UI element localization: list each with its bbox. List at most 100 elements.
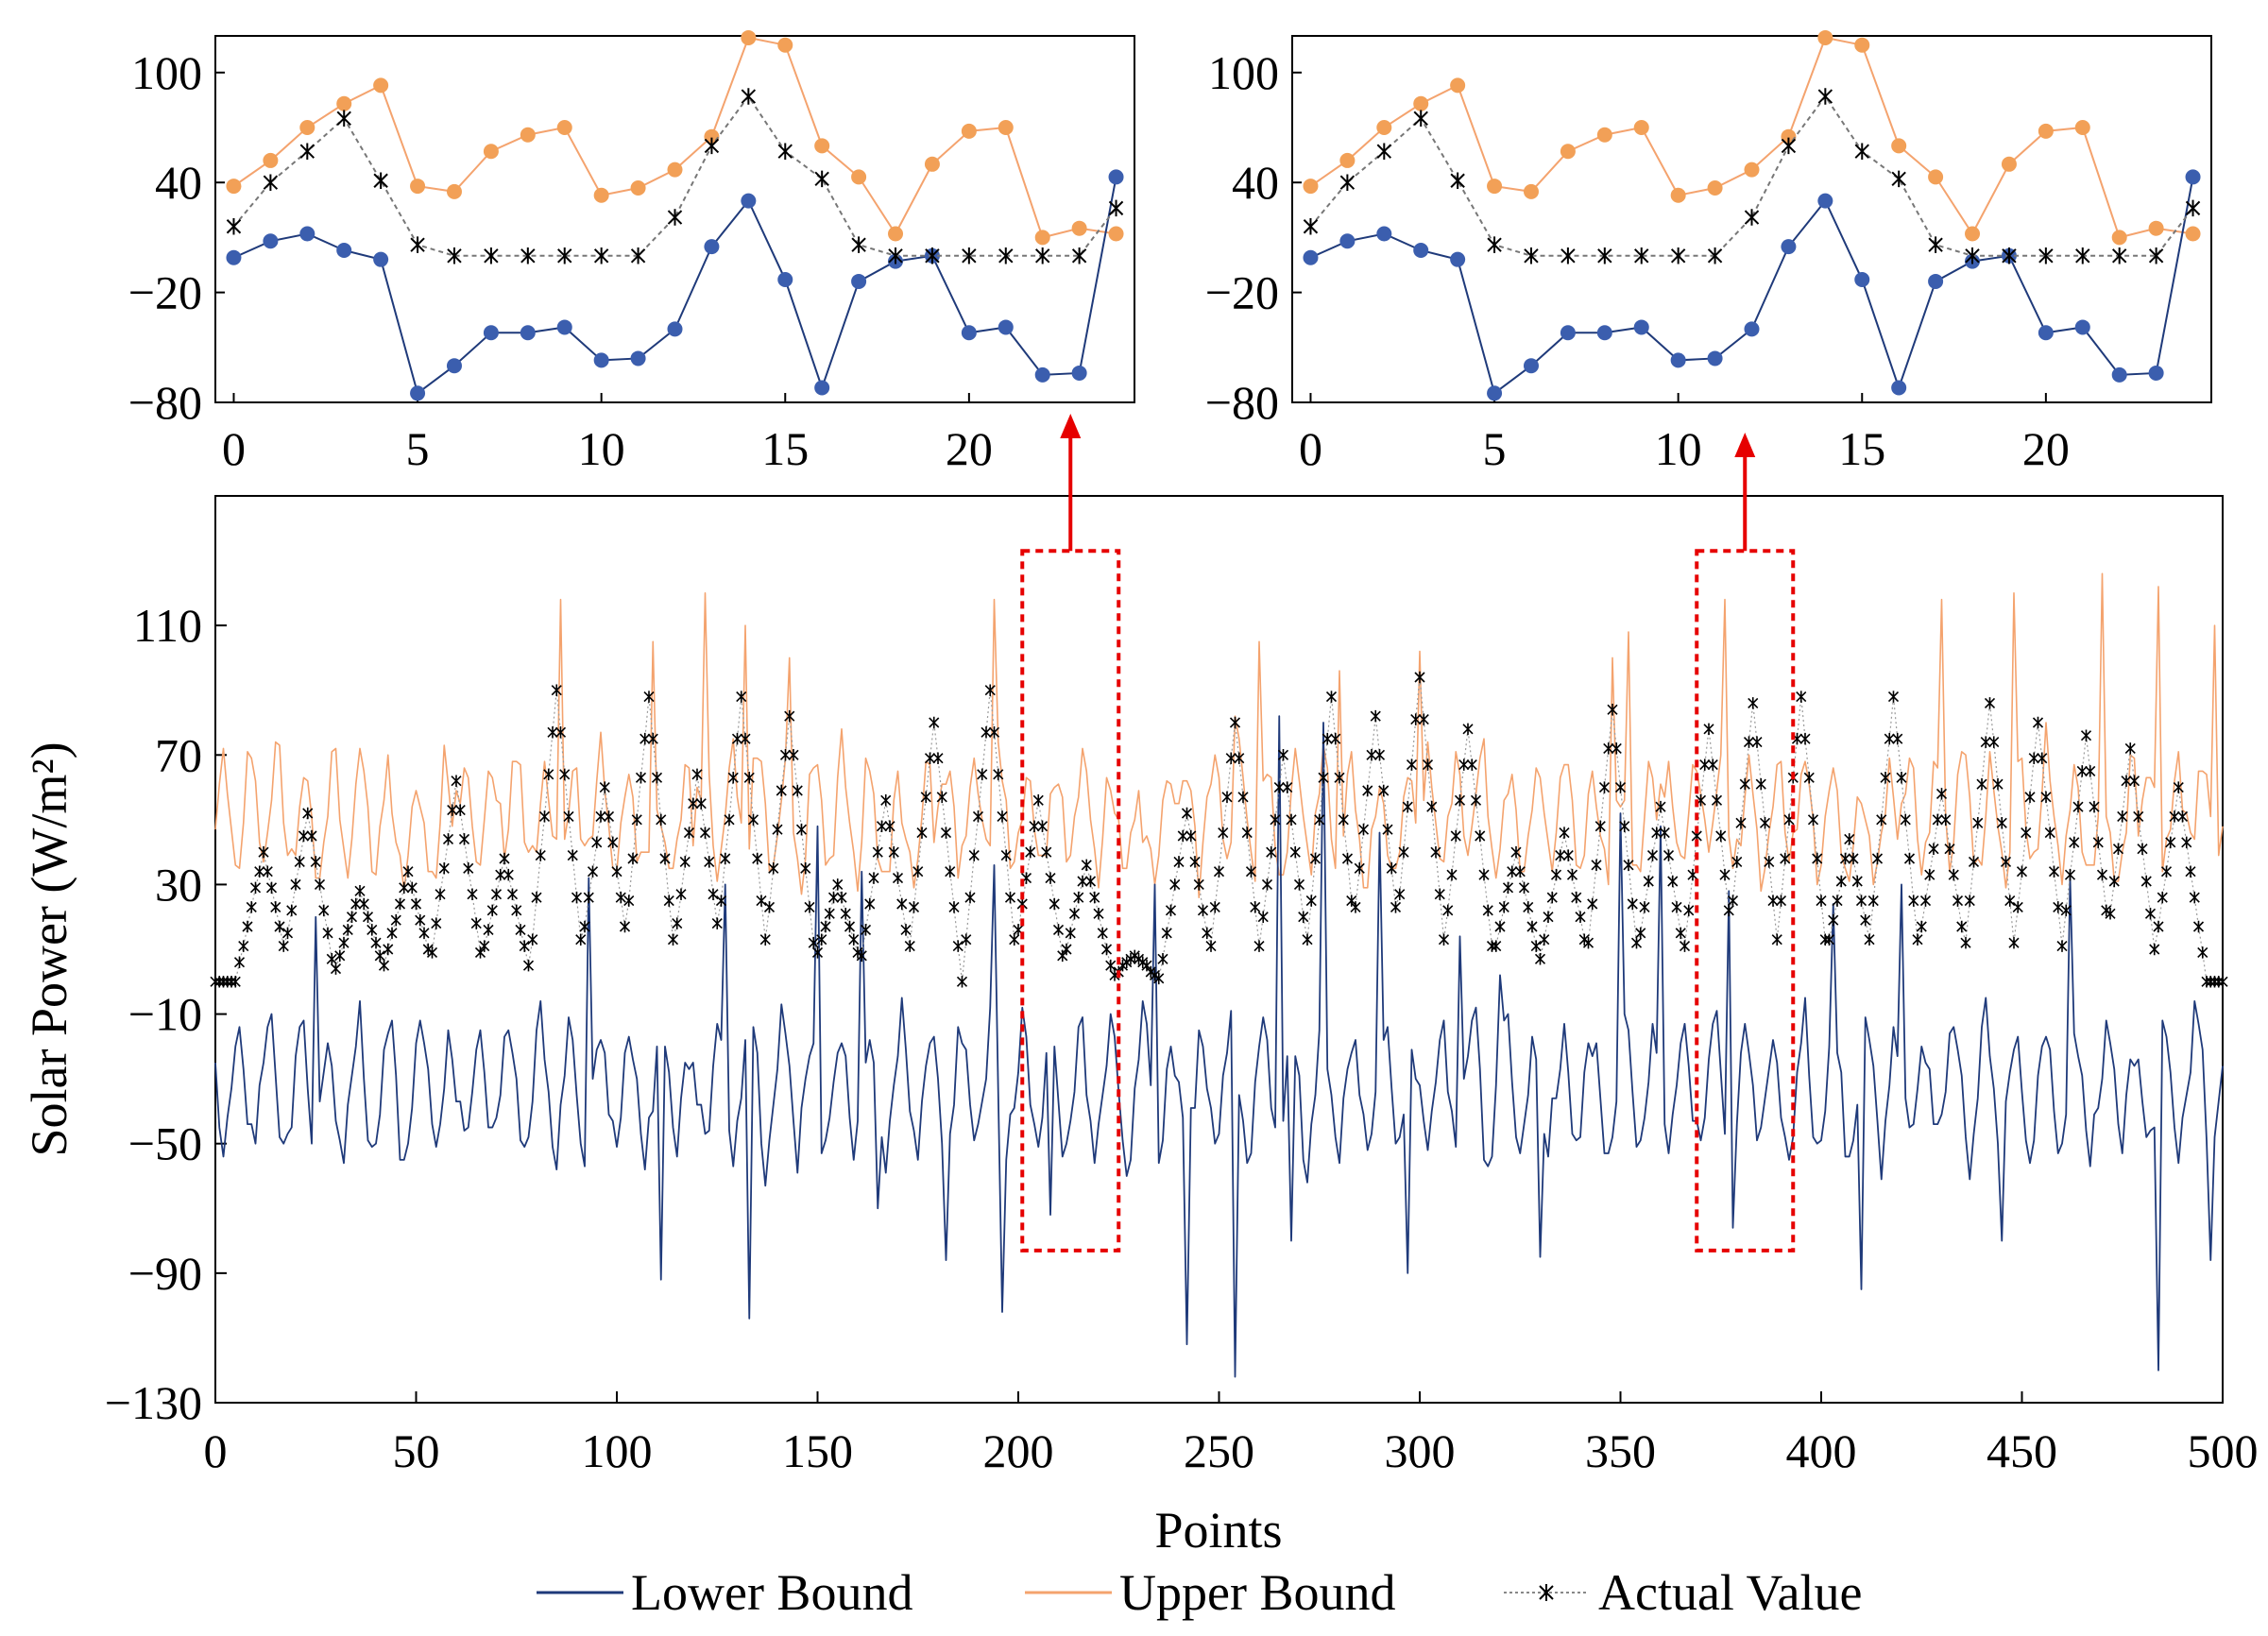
inset-actual-point [2075,247,2090,264]
inset-lower-point [1487,385,1503,401]
main-actual-point [591,836,603,849]
main-actual-point [1828,913,1839,927]
main-actual-point [1032,794,1044,807]
main-actual-point [1703,723,1714,736]
main-actual-point [1639,901,1650,913]
highlight-arrow-head [1734,433,1756,457]
legend-lower-label: Lower Bound [631,1564,912,1621]
main-actual-point [1892,732,1903,745]
main-actual-point [1731,856,1743,868]
main-actual-point [587,865,599,878]
main-actual-point [2032,716,2044,729]
inset-actual-point [1071,247,1087,264]
main-actual-point [1189,856,1201,868]
main-actual-point [2076,765,2088,777]
inset-xtick-label: 20 [2022,422,2070,475]
main-actual-point [383,943,394,956]
inset-xtick-label: 0 [1299,422,1322,475]
main-actual-point [659,852,671,865]
inset-xtick-label: 20 [946,422,993,475]
inset-actual-point [814,170,829,188]
main-actual-point [1607,704,1618,716]
main-actual-point [1884,732,1895,745]
inset-left-chart: 100 40 −20 −80 0 5 10 15 20 [128,29,1124,475]
main-actual-point [1526,920,1538,933]
main-actual-point [334,949,346,963]
main-actual-point [1394,888,1406,900]
main-actual-point [1518,881,1530,895]
inset-actual-point [1854,143,1869,160]
main-actual-point [378,959,390,972]
main-actual-point [724,813,735,827]
inset-upper-point [1071,220,1087,236]
inset-lower-point [1670,352,1686,368]
inset-upper-point [2148,220,2164,236]
inset-ytick-label: −20 [128,266,202,319]
inset-actual-point [667,209,683,226]
main-actual-point [731,732,743,745]
inset-lower-point [1034,366,1050,383]
main-actual-point [2069,836,2080,849]
main-actual-point [868,872,879,884]
main-actual-point [1089,891,1100,904]
main-actual-point [1530,940,1542,952]
main-actual-point [286,904,298,917]
inset-actual-point [1487,236,1502,253]
main-actual-point [2028,752,2039,764]
inset-actual-point [1339,174,1356,191]
main-actual-point [1867,895,1879,907]
inset-upper-point [1303,179,1319,195]
inset-upper-point [263,152,279,168]
main-actual-point [1266,845,1277,859]
main-actual-point [1097,927,1108,940]
main-actual-point [2217,976,2228,988]
inset-actual-point [630,247,646,264]
main-actual-point [1663,849,1675,861]
main-actual-point [290,878,301,891]
main-actual-point [1683,904,1695,917]
main-actual-point [1366,749,1377,761]
main-actual-point [1507,865,1518,878]
main-actual-point [1325,690,1338,703]
main-actual-point [1767,895,1779,907]
main-actual-point [499,852,510,865]
inset-upper-point [410,179,426,195]
main-actual-point [595,810,606,823]
main-actual-point [274,920,285,933]
inset-upper-point [888,226,904,242]
inset-xtick-label: 10 [1655,422,1702,475]
main-actual-point [1614,781,1627,793]
inset-right-frame [1291,35,2212,403]
main-actual-point [720,852,731,865]
inset-actual-point [741,88,757,105]
main-actual-point [1141,959,1152,972]
main-xtick-label: 250 [1184,1424,1254,1477]
inset-lower-point [2111,366,2127,383]
main-actual-point [415,913,426,927]
main-actual-point [1835,875,1847,888]
main-actual-point [984,684,996,696]
main-actual-point [249,881,262,895]
main-actual-point [579,920,590,933]
inset-actual-point [1303,218,1319,235]
main-actual-point [1491,940,1502,952]
inset-actual-point [1108,199,1124,217]
main-actual-point [808,936,819,949]
main-actual-point [643,690,655,703]
inset-actual-point [226,218,242,235]
main-actual-point [1426,800,1438,813]
main-actual-point [402,865,414,878]
main-actual-point [768,862,779,875]
inset-actual-point [373,172,388,190]
main-actual-point [258,845,269,859]
inset-actual-point [1597,247,1612,264]
main-actual-point [1173,856,1185,868]
main-actual-point [1084,875,1097,888]
inset-actual-point [263,174,279,191]
inset-actual-point [851,236,866,253]
main-actual-point [1984,697,1996,709]
inset-lower-point [1781,239,1797,255]
inset-lower-point [741,193,757,209]
main-actual-point [912,865,924,878]
